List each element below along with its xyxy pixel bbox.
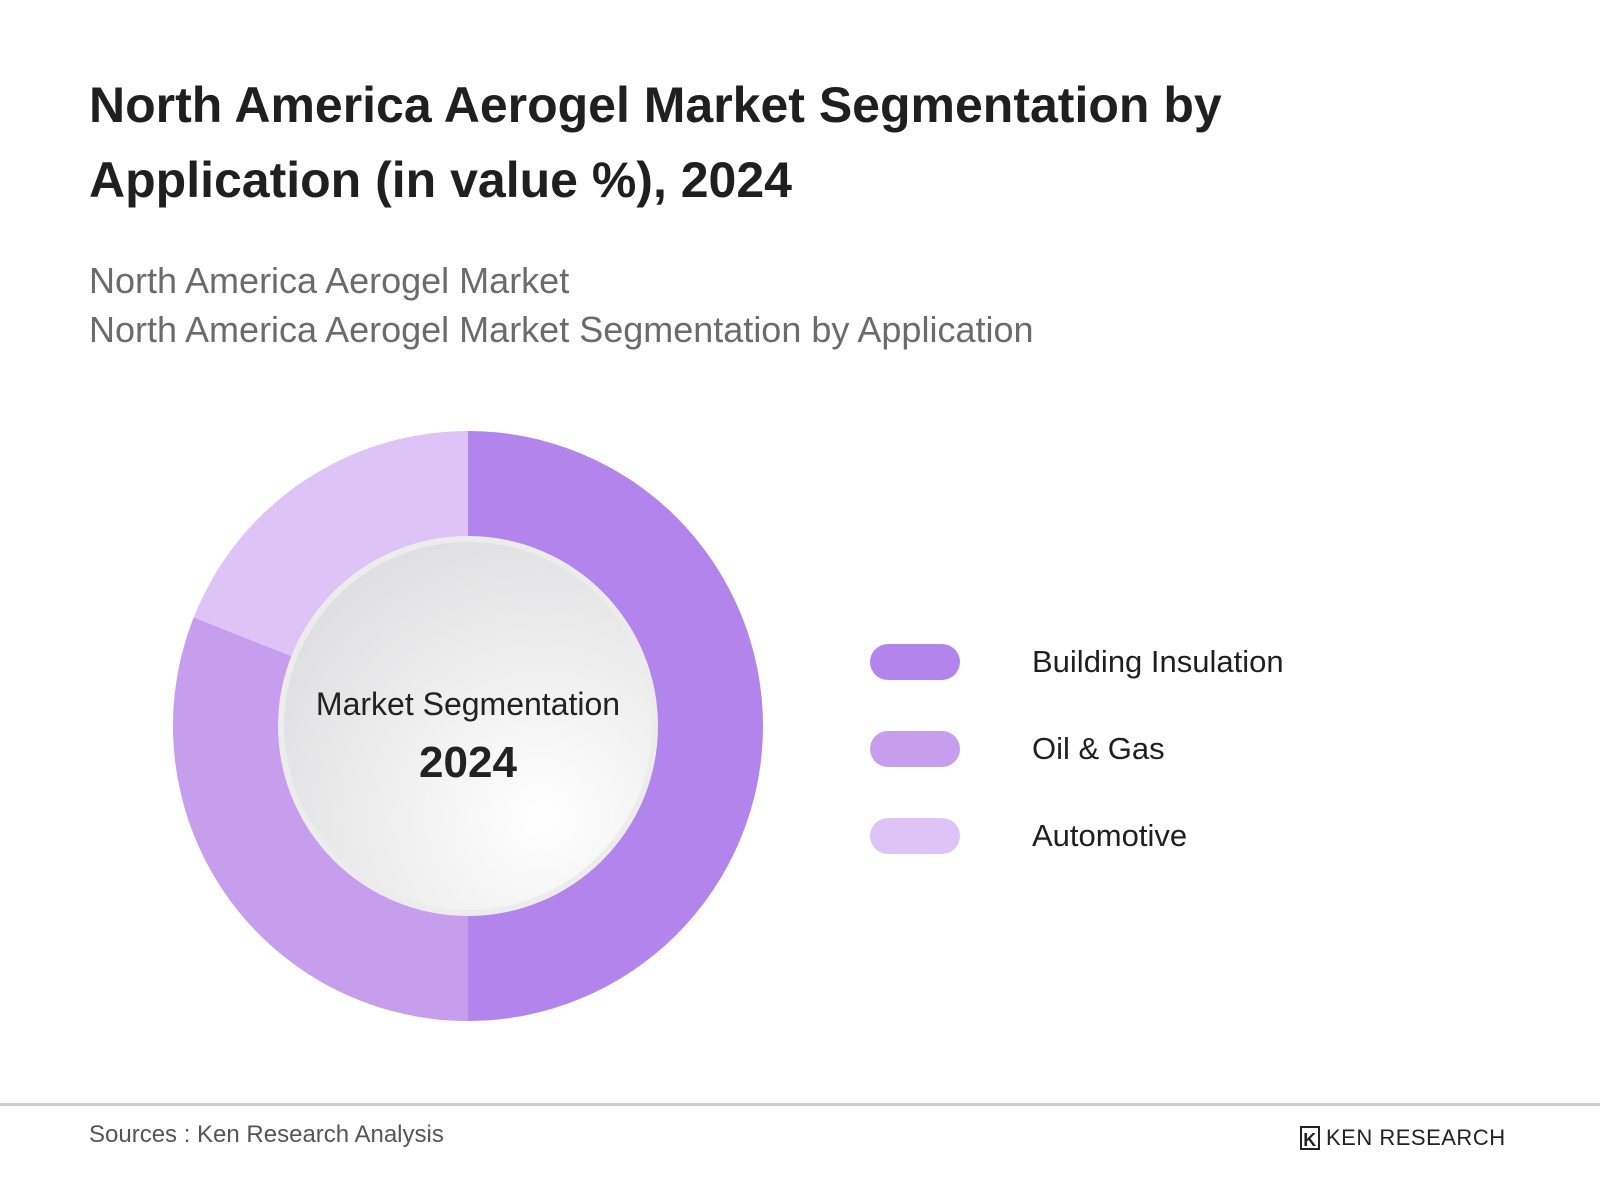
donut-hole [284,542,652,910]
legend-swatch [870,643,960,680]
donut-center-year: 2024 [419,738,517,787]
subtitle-line-1: North America Aerogel Market [89,260,570,301]
legend-item-building-insulation: Building Insulation [870,618,1284,705]
legend-item-automotive: Automotive [870,792,1284,879]
legend-swatch [870,817,960,854]
legend-swatch [870,730,960,767]
ken-research-logo: K KEN RESEARCH [1300,1125,1506,1151]
legend: Building Insulation Oil & Gas Automotive [870,618,1284,879]
logo-mark-icon: K [1300,1126,1320,1150]
chart-title: North America Aerogel Market Segmentatio… [89,77,1222,208]
source-note: Sources : Ken Research Analysis [89,1121,444,1148]
subtitle-line-2: North America Aerogel Market Segmentatio… [89,309,1034,350]
chart-subtitle: North America Aerogel Market North Ameri… [89,256,1034,354]
footer-divider [0,1103,1600,1106]
donut-center-title: Market Segmentation [315,686,621,722]
legend-label: Automotive [1032,817,1188,853]
legend-label: Building Insulation [1032,643,1284,679]
legend-label: Oil & Gas [1032,730,1165,766]
legend-item-oil-gas: Oil & Gas [870,705,1284,792]
logo-text: KEN RESEARCH [1326,1125,1506,1150]
